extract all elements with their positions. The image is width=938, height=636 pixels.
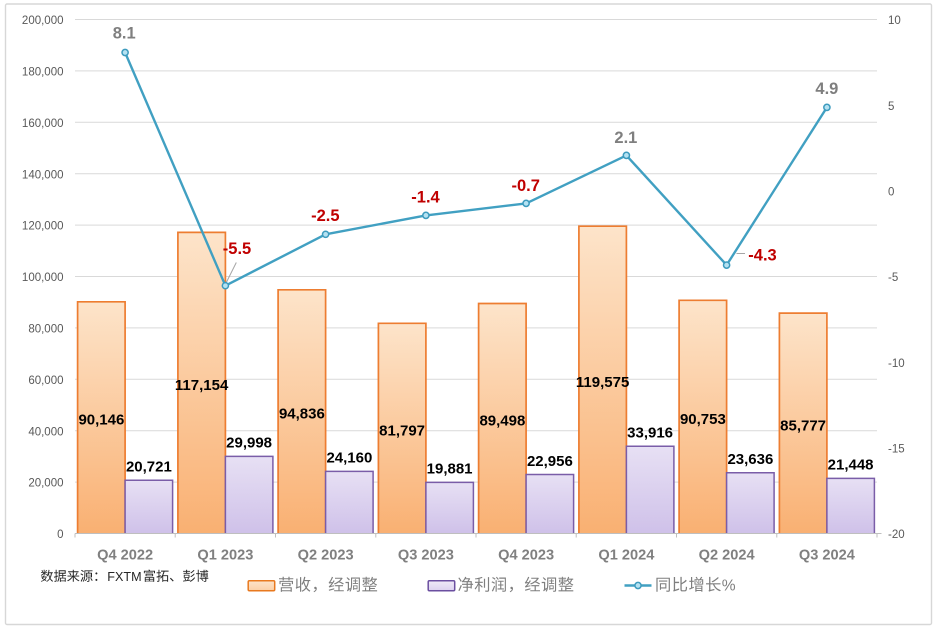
svg-text:140,000: 140,000: [22, 169, 64, 181]
svg-text:Q3 2024: Q3 2024: [799, 548, 856, 564]
svg-text:0: 0: [888, 186, 894, 198]
svg-text:5: 5: [888, 101, 894, 113]
svg-text:120,000: 120,000: [22, 221, 64, 233]
svg-text:Q2 2023: Q2 2023: [298, 548, 354, 564]
svg-text:-1.4: -1.4: [411, 188, 440, 206]
svg-text:19,881: 19,881: [427, 461, 473, 478]
svg-text:Q1 2024: Q1 2024: [598, 548, 655, 564]
svg-text:33,916: 33,916: [627, 425, 673, 442]
svg-text:40,000: 40,000: [28, 426, 63, 438]
svg-text:160,000: 160,000: [22, 118, 64, 130]
svg-text:200,000: 200,000: [22, 15, 64, 27]
svg-text:0: 0: [57, 529, 63, 541]
svg-text:4.9: 4.9: [815, 80, 838, 98]
svg-text:180,000: 180,000: [22, 67, 64, 79]
svg-text:89,498: 89,498: [479, 413, 525, 430]
svg-text:60,000: 60,000: [28, 375, 63, 387]
svg-text:-2.5: -2.5: [311, 207, 339, 225]
svg-text:22,956: 22,956: [527, 453, 573, 470]
svg-text:-0.7: -0.7: [511, 177, 539, 195]
svg-text:119,575: 119,575: [576, 374, 629, 391]
svg-text:24,160: 24,160: [326, 450, 372, 467]
svg-text:Q3 2023: Q3 2023: [398, 548, 454, 564]
svg-text:Q4 2023: Q4 2023: [498, 548, 554, 564]
svg-text:%: %: [722, 578, 736, 595]
svg-text:Q1 2023: Q1 2023: [197, 548, 253, 564]
svg-text:100,000: 100,000: [22, 272, 64, 284]
svg-text:FXTM: FXTM: [107, 570, 141, 584]
svg-text:94,836: 94,836: [279, 406, 325, 423]
svg-text:-5: -5: [888, 272, 898, 284]
svg-text:117,154: 117,154: [175, 377, 229, 394]
svg-text:-20: -20: [888, 529, 905, 541]
svg-text:-10: -10: [888, 358, 905, 370]
svg-text:Q2 2024: Q2 2024: [699, 548, 756, 564]
svg-text:-5.5: -5.5: [223, 240, 251, 258]
svg-text:90,146: 90,146: [78, 412, 124, 429]
svg-text:8.1: 8.1: [113, 24, 136, 42]
svg-text:29,998: 29,998: [226, 435, 272, 452]
svg-text:20,721: 20,721: [126, 459, 172, 476]
svg-text:80,000: 80,000: [28, 324, 63, 336]
svg-text:21,448: 21,448: [828, 457, 874, 474]
svg-text:90,753: 90,753: [680, 411, 726, 428]
svg-text:10: 10: [888, 15, 901, 27]
svg-text:85,777: 85,777: [780, 417, 826, 434]
svg-text:Q4 2022: Q4 2022: [97, 548, 153, 564]
svg-text:81,797: 81,797: [379, 422, 425, 439]
svg-text:20,000: 20,000: [28, 478, 63, 490]
svg-text:23,636: 23,636: [727, 451, 773, 468]
svg-text:-4.3: -4.3: [748, 247, 776, 265]
svg-text:-15: -15: [888, 443, 905, 455]
svg-text:2.1: 2.1: [614, 129, 637, 147]
